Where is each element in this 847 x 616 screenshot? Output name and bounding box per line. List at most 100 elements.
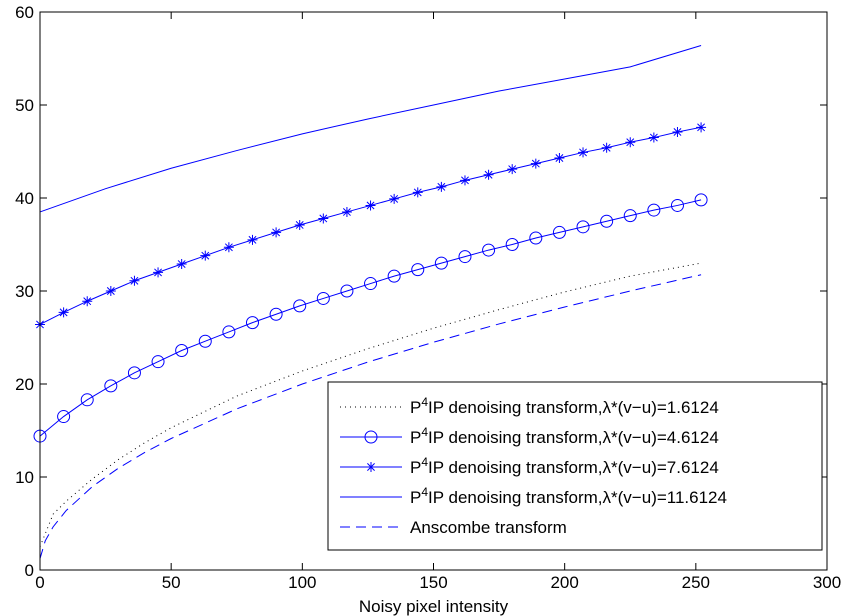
y-tick-label: 50 [15, 96, 34, 115]
data-point [127, 366, 141, 380]
data-point [58, 307, 69, 318]
data-point [176, 259, 187, 270]
data-point [412, 187, 423, 198]
y-tick-label: 40 [15, 189, 34, 208]
data-point [82, 296, 93, 307]
data-point [458, 250, 472, 264]
data-point [694, 193, 708, 207]
data-point [578, 147, 589, 158]
data-point [647, 203, 661, 217]
data-point [151, 355, 165, 369]
data-point [271, 227, 282, 238]
data-point [294, 219, 305, 230]
y-tick-label: 20 [15, 375, 34, 394]
legend-label-superscript: 4 [421, 425, 428, 439]
data-point [153, 267, 164, 278]
data-point [318, 213, 329, 224]
x-tick-label: 250 [682, 573, 710, 592]
series-4 [39, 45, 702, 213]
legend-item: P4IP denoising transform,λ*(v−u)=7.6124 [340, 455, 719, 477]
data-point [223, 242, 234, 253]
data-point [576, 220, 590, 234]
data-point [200, 250, 211, 261]
y-tick-label: 30 [15, 282, 34, 301]
data-point [411, 263, 425, 277]
series-line [39, 274, 702, 559]
y-tick-label: 0 [25, 561, 34, 580]
data-point [293, 299, 307, 313]
x-tick-label: 100 [288, 573, 316, 592]
data-point [129, 275, 140, 286]
legend-item: P4IP denoising transform,λ*(v−u)=4.6124 [340, 425, 719, 447]
data-point [623, 209, 637, 223]
data-point [436, 181, 447, 192]
x-tick-label: 200 [550, 573, 578, 592]
x-tick-label: 150 [419, 573, 447, 592]
legend-label-superscript: 4 [421, 455, 428, 469]
data-point [175, 344, 189, 358]
data-point [552, 225, 566, 239]
legend-label: P4IP denoising transform,λ*(v−u)=4.6124 [410, 425, 719, 447]
data-point [625, 137, 636, 148]
x-tick-label: 0 [35, 573, 44, 592]
legend-label-prefix: P [410, 428, 421, 447]
y-axis-ticks: 0 10 20 30 40 50 60 [15, 3, 827, 580]
data-point [364, 277, 378, 291]
data-point [434, 256, 448, 270]
series-5 [39, 274, 702, 559]
data-point [365, 200, 376, 211]
legend-label: P4IP denoising transform,λ*(v−u)=1.6124 [410, 395, 719, 417]
data-point [530, 158, 541, 169]
data-point [600, 214, 614, 228]
data-point [459, 175, 470, 186]
legend-label-prefix: P [410, 458, 421, 477]
data-point [670, 198, 684, 212]
legend-label-superscript: 4 [421, 485, 428, 499]
data-point [529, 231, 543, 245]
series-1 [39, 262, 702, 547]
legend-box [327, 381, 823, 551]
data-point [80, 393, 94, 407]
data-point [269, 307, 283, 321]
x-axis-label: Noisy pixel intensity [359, 597, 509, 616]
data-point [483, 169, 494, 180]
plot-lines [33, 45, 708, 559]
data-point [316, 291, 330, 305]
legend-label-text: IP denoising transform,λ*(v−u)=1.6124 [428, 398, 719, 417]
data-point [105, 286, 116, 296]
data-point [245, 316, 259, 330]
data-point [601, 142, 612, 153]
legend: P4IP denoising transform,λ*(v−u)=1.6124P… [327, 381, 823, 551]
legend-item: Anscombe transform [340, 518, 567, 537]
x-axis-ticks: 0 50 100 150 200 250 300 [35, 12, 841, 592]
legend-item: P4IP denoising transform,λ*(v−u)=11.6124 [340, 485, 727, 507]
y-tick-label: 60 [15, 3, 34, 22]
series-line [39, 199, 702, 437]
series-line [39, 262, 702, 547]
legend-label: P4IP denoising transform,λ*(v−u)=7.6124 [410, 455, 719, 477]
data-point [507, 164, 518, 175]
data-point [247, 234, 258, 245]
legend-label-text: Anscombe transform [410, 518, 567, 537]
y-tick-label: 10 [15, 468, 34, 487]
data-point [222, 325, 236, 339]
data-point [340, 284, 354, 298]
x-tick-label: 300 [813, 573, 841, 592]
data-point [482, 243, 496, 257]
data-point [696, 122, 707, 133]
legend-marker [366, 462, 376, 472]
legend-label-text: IP denoising transform,λ*(v−u)=4.6124 [428, 428, 719, 447]
legend-label-text: IP denoising transform,λ*(v−u)=11.6124 [428, 488, 727, 507]
legend-label: Anscombe transform [410, 518, 567, 537]
data-point [389, 193, 400, 204]
legend-label-prefix: P [410, 488, 421, 507]
data-point [648, 132, 659, 143]
legend-label-prefix: P [410, 398, 421, 417]
data-point [387, 269, 401, 283]
legend-label-text: IP denoising transform,λ*(v−u)=7.6124 [428, 458, 719, 477]
data-point [505, 238, 519, 251]
data-point [57, 410, 71, 424]
data-point [672, 126, 683, 137]
data-point [104, 379, 118, 393]
